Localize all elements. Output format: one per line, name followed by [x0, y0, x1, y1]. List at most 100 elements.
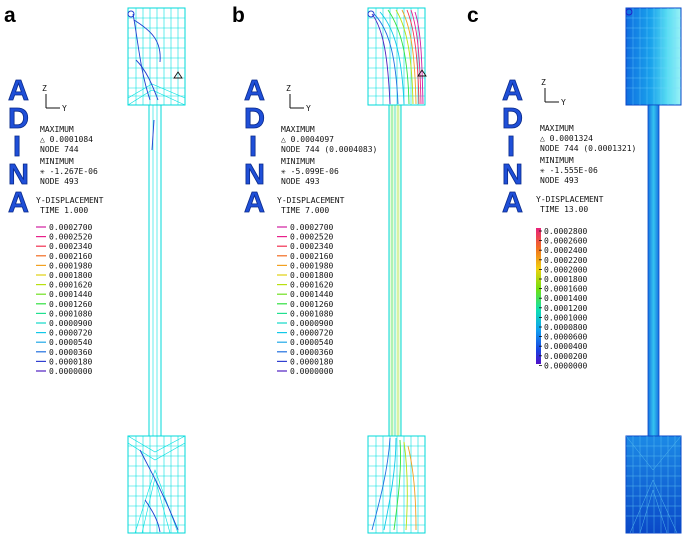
panel-letter-a: a [4, 4, 16, 27]
max-node: NODE 744 (0.0004083) [281, 145, 377, 154]
adina-letter: N [502, 159, 523, 191]
legend-value: 0.0001260 [290, 300, 334, 309]
adina-logo-b: A D I N A [244, 75, 266, 220]
legend-value: 0.0000000 [290, 367, 334, 376]
legend-value: 0.0002520 [49, 233, 93, 242]
adina-letter: A [8, 187, 29, 219]
legend-value: 0.0001800 [49, 271, 93, 280]
legend-value: 0.0000540 [290, 338, 334, 347]
min-label: MINIMUM [281, 157, 315, 166]
min-label: MINIMUM [540, 156, 574, 165]
legend-value: 0.0000360 [290, 348, 334, 357]
legend-value: 0.0002800 [544, 227, 588, 236]
axis-z-label: Z [286, 84, 291, 93]
color-scale-bar [536, 228, 541, 364]
adina-letter: A [8, 75, 29, 107]
legend-value: 0.0000400 [544, 342, 588, 351]
legend-value: 0.0000180 [290, 357, 334, 366]
legend-value: 0.0001620 [290, 281, 334, 290]
adina-letter: D [8, 103, 29, 135]
legend-value: 0.0001080 [290, 309, 334, 318]
axis-triad-c: Z Y [541, 78, 566, 107]
variable-label: Y-DISPLACEMENT [277, 196, 345, 205]
legend-value: 0.0000720 [290, 329, 334, 338]
legend-value: 0.0002000 [544, 265, 588, 274]
axis-z-label: Z [42, 84, 47, 93]
max-value: △ 0.0001324 [540, 134, 593, 143]
min-label: MINIMUM [40, 157, 74, 166]
legend-value: 0.0001800 [290, 271, 334, 280]
legend-b: 0.00027000.00025200.00023400.00021600.00… [277, 223, 334, 376]
min-value: ✳ -1.555E-06 [540, 166, 598, 175]
legend-value: 0.0000200 [544, 352, 588, 361]
axis-triad-b: Z Y [286, 84, 311, 113]
time-label: TIME 13.00 [540, 205, 588, 214]
panel-a: a A D I N A Z Y MAXIMUM △ 0.0001084 NODE… [4, 4, 186, 534]
specimen-a [127, 7, 186, 534]
legend-value: 0.0000900 [290, 319, 334, 328]
legend-value: 0.0001440 [290, 290, 334, 299]
result-info-b: MAXIMUM △ 0.0004097 NODE 744 (0.0004083)… [277, 125, 377, 215]
min-node: NODE 493 [281, 177, 320, 186]
adina-letter: N [244, 159, 265, 191]
panel-b: b A D I N A Z Y MAXIMUM △ 0.0004097 NODE… [232, 4, 427, 534]
legend-value: 0.0001440 [49, 290, 93, 299]
max-value: △ 0.0001084 [40, 135, 93, 144]
adina-letter: A [244, 187, 265, 219]
legend-value: 0.0002400 [544, 246, 588, 255]
adina-letter: D [502, 103, 523, 135]
legend-value: 0.0001080 [49, 309, 93, 318]
max-label: MAXIMUM [540, 124, 574, 133]
adina-letter: I [507, 131, 515, 163]
axis-z-label: Z [541, 78, 546, 87]
panel-letter-c: c [467, 4, 479, 27]
min-node: NODE 493 [40, 177, 79, 186]
adina-logo-a: A D I N A [8, 75, 30, 220]
specimen-b [367, 7, 427, 534]
legend-value: 0.0002340 [290, 242, 334, 251]
legend-value: 0.0000000 [49, 367, 93, 376]
legend-value: 0.0002520 [290, 233, 334, 242]
legend-value: 0.0002700 [290, 223, 334, 232]
legend-value: 0.0001800 [544, 275, 588, 284]
adina-letter: N [8, 159, 29, 191]
legend-value: 0.0002600 [544, 237, 588, 246]
legend-value: 0.0000720 [49, 329, 93, 338]
adina-letter: A [244, 75, 265, 107]
min-node: NODE 493 [540, 176, 579, 185]
axis-y-label: Y [561, 98, 566, 107]
specimen-c [625, 7, 682, 534]
legend-value: 0.0001600 [544, 285, 588, 294]
axis-y-label: Y [62, 104, 67, 113]
max-value: △ 0.0004097 [281, 135, 334, 144]
result-info-c: MAXIMUM △ 0.0001324 NODE 744 (0.0001321)… [536, 124, 636, 214]
adina-letter: A [502, 187, 523, 219]
variable-label: Y-DISPLACEMENT [36, 196, 104, 205]
max-label: MAXIMUM [40, 125, 74, 134]
legend-value: 0.0002700 [49, 223, 93, 232]
axis-triad-a: Z Y [42, 84, 67, 113]
legend-value: 0.0002160 [290, 252, 334, 261]
legend-value: 0.0000000 [544, 361, 588, 370]
adina-logo-c: A D I N A [502, 75, 524, 220]
legend-value: 0.0000600 [544, 333, 588, 342]
legend-value: 0.0000540 [49, 338, 93, 347]
max-node: NODE 744 (0.0001321) [540, 144, 636, 153]
min-value: ✳ -5.099E-06 [281, 167, 339, 176]
legend-value: 0.0001000 [544, 313, 588, 322]
adina-letter: I [13, 131, 21, 163]
variable-label: Y-DISPLACEMENT [536, 195, 604, 204]
legend-a: 0.00027000.00025200.00023400.00021600.00… [36, 223, 93, 376]
adina-letter: A [502, 75, 523, 107]
legend-c: 0.00028000.00026000.00024000.00022000.00… [536, 227, 588, 370]
legend-value: 0.0000180 [49, 357, 93, 366]
legend-value: 0.0001260 [49, 300, 93, 309]
axis-y-label: Y [306, 104, 311, 113]
legend-value: 0.0001200 [544, 304, 588, 313]
result-info-a: MAXIMUM △ 0.0001084 NODE 744 MINIMUM ✳ -… [36, 125, 104, 215]
panel-c: c A D I N A Z Y MAXIMUM △ 0.0001324 NODE… [467, 4, 682, 534]
legend-value: 0.0001980 [290, 261, 334, 270]
legend-value: 0.0000360 [49, 348, 93, 357]
panel-letter-b: b [232, 4, 245, 27]
